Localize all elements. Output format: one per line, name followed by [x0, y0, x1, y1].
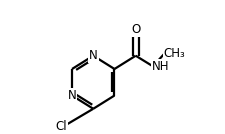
- Text: O: O: [131, 23, 140, 36]
- Text: NH: NH: [152, 60, 169, 73]
- Text: N: N: [68, 89, 76, 102]
- Text: N: N: [89, 49, 98, 62]
- Text: CH₃: CH₃: [164, 46, 185, 60]
- Text: Cl: Cl: [56, 120, 67, 133]
